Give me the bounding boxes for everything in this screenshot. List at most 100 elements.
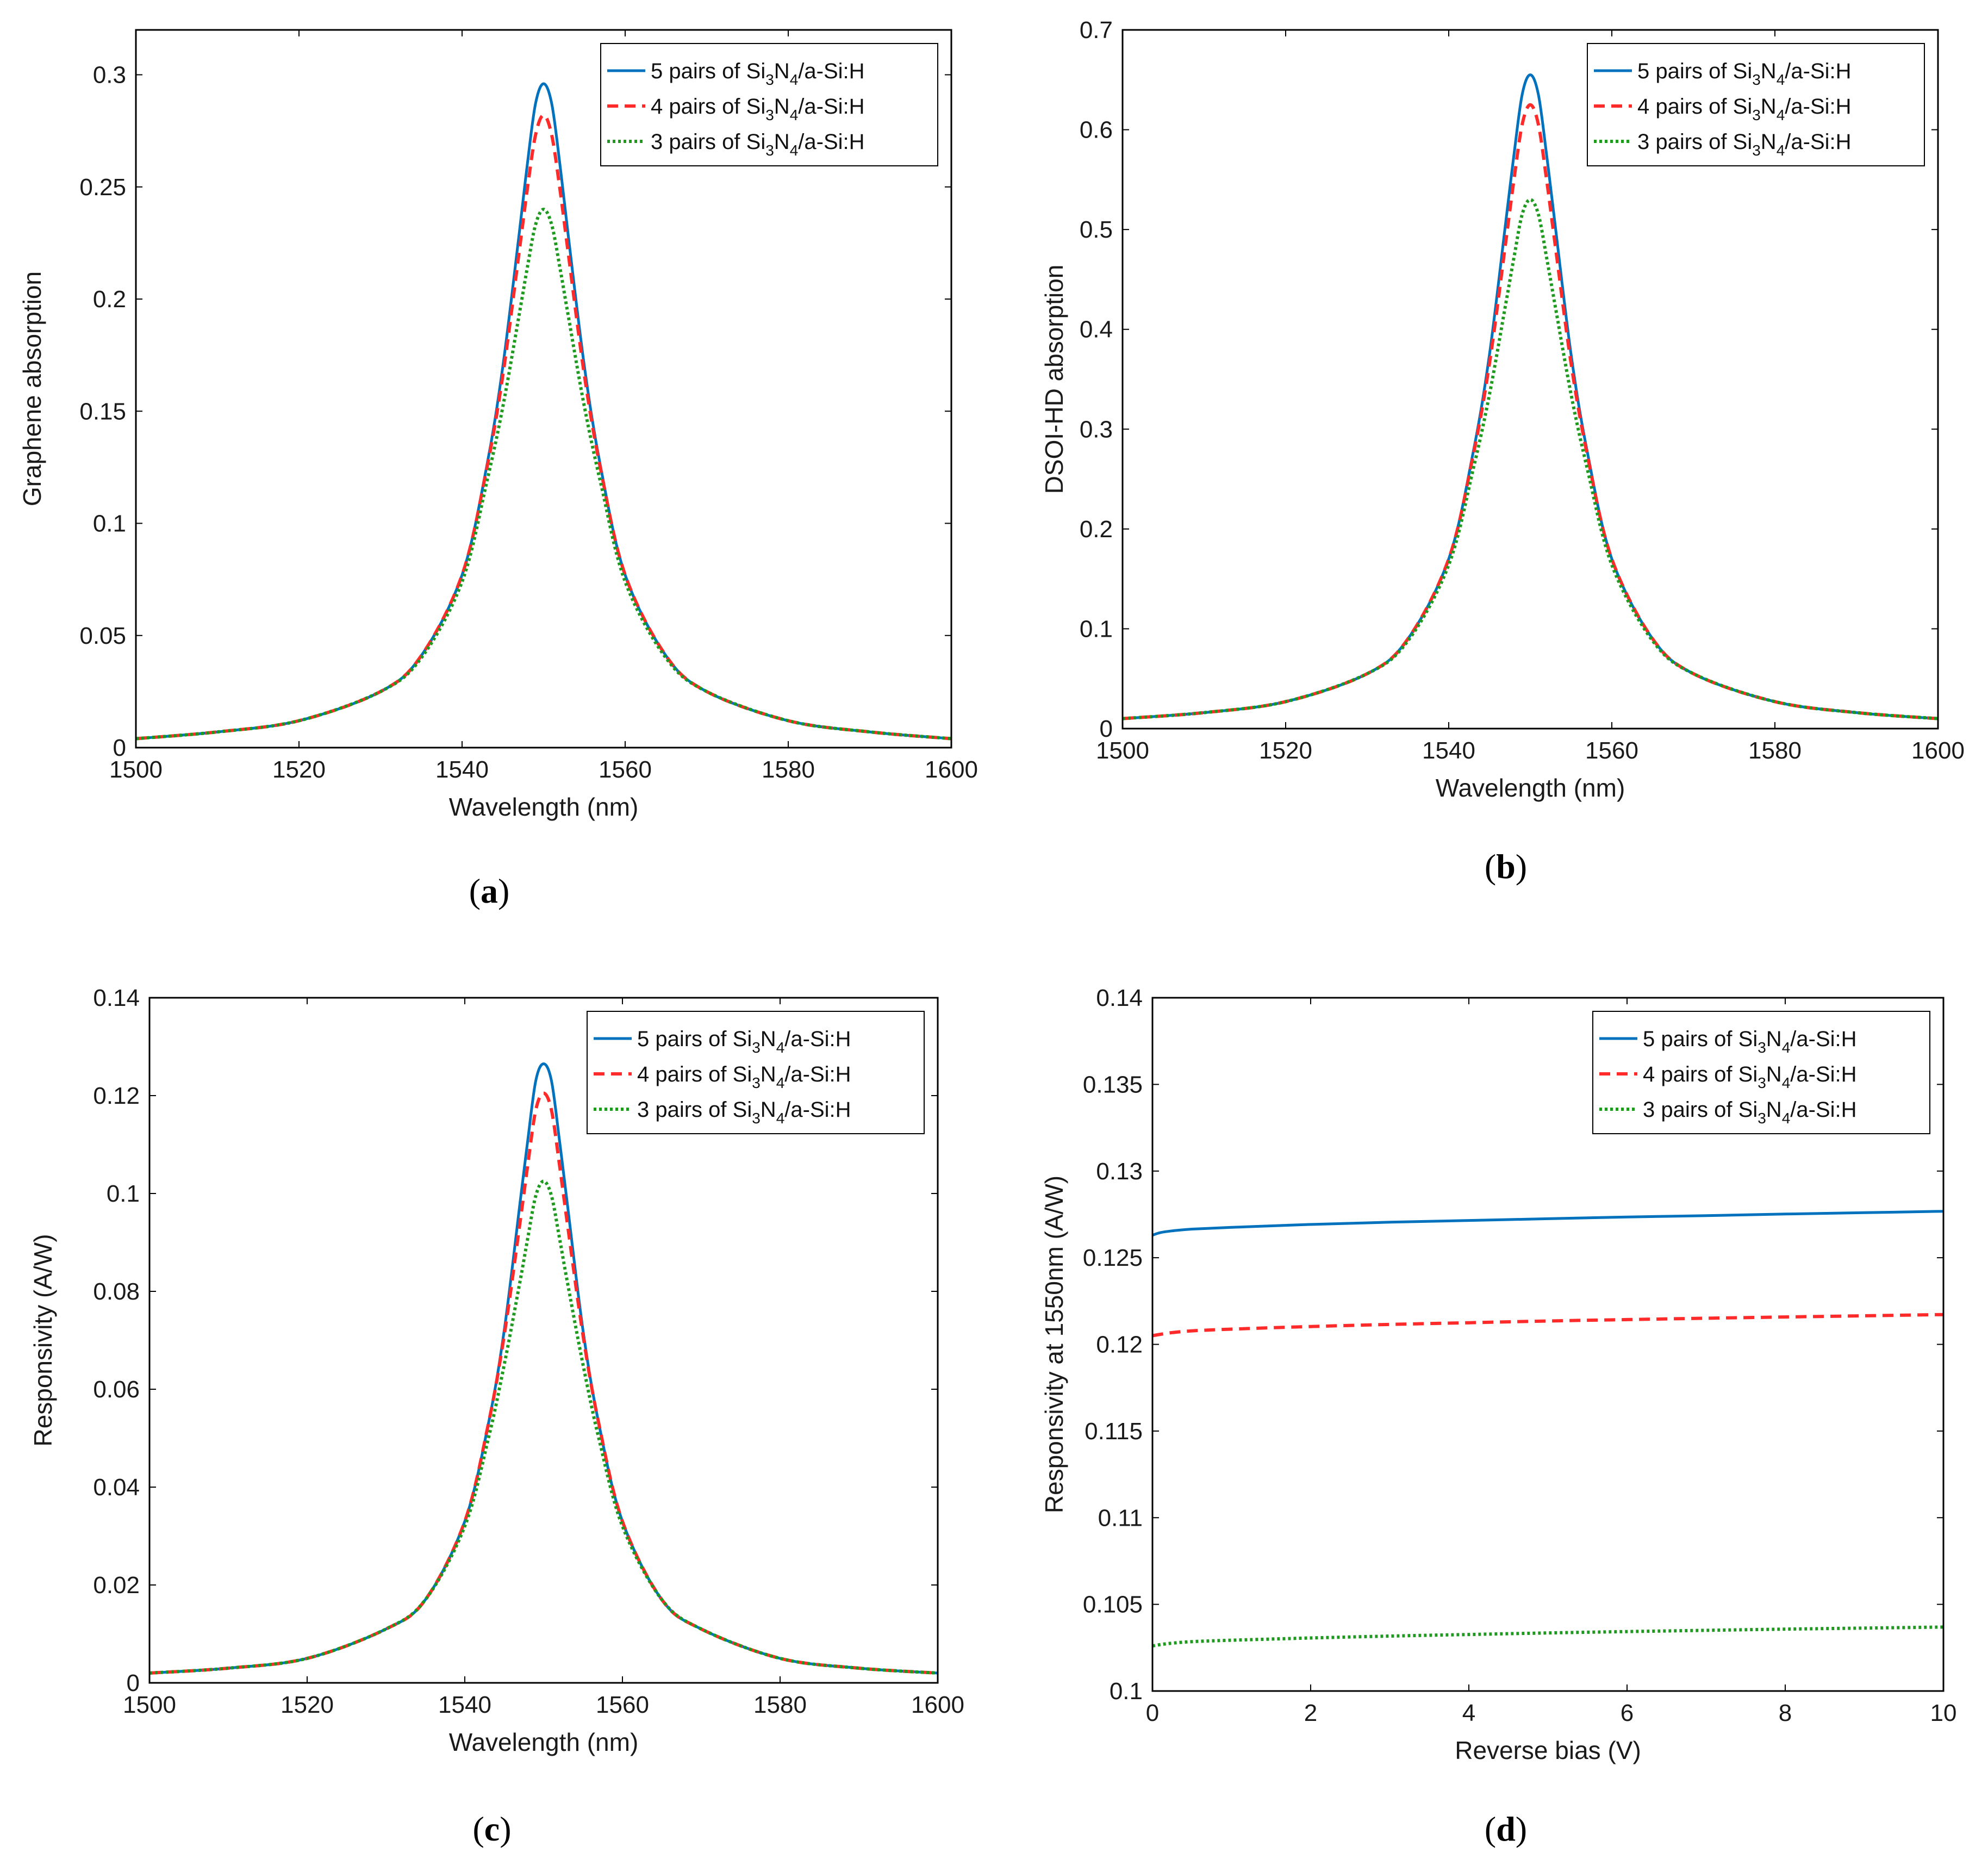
chart-panel-b: 1500 1520 1540 1560 1580 1600 0 0.1 0.2 0.3 0.4 0.5…	[1040, 17, 1965, 886]
x-tick-label: 1560	[599, 756, 652, 783]
x-tick-label: 1540	[435, 756, 489, 783]
y-tick-label: 0.14	[1096, 985, 1143, 1011]
axes-frame	[148, 997, 939, 1684]
x-tick-label: 1500	[109, 756, 163, 783]
x-tick-label: 1520	[272, 756, 326, 783]
y-axis-label: DSOI-HD absorption	[1040, 265, 1068, 494]
series-line-5-pairs	[149, 1062, 938, 1675]
legend-box	[600, 43, 938, 166]
y-tick-label: 0.1	[107, 1180, 140, 1207]
y-tick-label: 0.25	[79, 174, 126, 201]
series-line-4-pairs	[135, 113, 952, 741]
series-line-5-pairs	[135, 82, 952, 740]
series-line-3-pairs	[1122, 198, 1939, 720]
legend-entry: 4 pairs of Si3N4/a-Si:H	[1637, 95, 1852, 123]
y-tick-label: 0.1	[93, 511, 126, 537]
axes-frame	[1151, 997, 1945, 1692]
y-tick-label: 0.04	[93, 1474, 140, 1501]
x-axis-label: Wavelength (nm)	[449, 793, 639, 821]
x-tick-label: 4	[1462, 1700, 1475, 1726]
y-tick-label: 0.12	[1096, 1332, 1143, 1358]
axes-frame	[1121, 29, 1939, 730]
x-tick-label: 1540	[438, 1692, 491, 1718]
x-tick-label: 2	[1304, 1700, 1317, 1726]
x-tick-label: 1520	[1259, 737, 1312, 764]
x-axis-label: Wavelength (nm)	[1436, 774, 1625, 802]
y-tick-label: 0.7	[1080, 17, 1113, 43]
x-axis-label: Reverse bias (V)	[1455, 1736, 1641, 1764]
legend-entry: 5 pairs of Si3N4/a-Si:H	[637, 1027, 851, 1056]
y-tick-label: 0	[127, 1670, 140, 1696]
legend-box	[587, 1011, 925, 1134]
series-line-5-pairs	[1152, 1210, 1944, 1237]
x-tick-label: 1600	[1911, 737, 1965, 764]
legend-entry: 3 pairs of Si3N4/a-Si:H	[1637, 130, 1852, 159]
x-tick-label: 8	[1779, 1700, 1792, 1726]
panel-caption: (a)	[469, 872, 510, 910]
legend-box	[1592, 1011, 1930, 1134]
x-axis-label: Wavelength (nm)	[449, 1728, 639, 1756]
x-tick-label: 10	[1930, 1700, 1957, 1726]
axes-frame	[135, 29, 952, 749]
y-tick-label: 0.105	[1083, 1592, 1143, 1618]
panel-caption: (b)	[1485, 847, 1527, 886]
y-tick-label: 0.4	[1080, 316, 1113, 343]
series-line-5-pairs	[1122, 73, 1939, 720]
x-tick-label: 0	[1146, 1700, 1159, 1726]
x-tick-label: 6	[1621, 1700, 1634, 1726]
y-tick-label: 0.14	[93, 985, 140, 1011]
series-line-3-pairs	[135, 207, 952, 741]
y-tick-label: 0.1	[1110, 1678, 1143, 1705]
series-line-3-pairs	[149, 1179, 938, 1675]
x-tick-label: 1540	[1422, 737, 1475, 764]
x-tick-label: 1500	[1096, 737, 1149, 764]
y-tick-label: 0.08	[93, 1278, 140, 1305]
y-tick-label: 0.125	[1083, 1245, 1143, 1271]
y-tick-label: 0.6	[1080, 117, 1113, 144]
y-tick-label: 0.13	[1096, 1158, 1143, 1185]
y-tick-label: 0.06	[93, 1376, 140, 1403]
legend-entry: 5 pairs of Si3N4/a-Si:H	[1643, 1027, 1857, 1056]
x-tick-label: 1500	[123, 1692, 176, 1718]
legend-entry: 4 pairs of Si3N4/a-Si:H	[651, 95, 865, 123]
y-tick-label: 0.05	[79, 623, 126, 649]
y-tick-label: 0	[113, 735, 126, 761]
legend-entry: 3 pairs of Si3N4/a-Si:H	[651, 130, 865, 159]
panel-caption: (c)	[472, 1810, 511, 1848]
legend-entry: 5 pairs of Si3N4/a-Si:H	[1637, 59, 1852, 88]
y-tick-label: 0.5	[1080, 216, 1113, 243]
x-tick-label: 1600	[925, 756, 978, 783]
series-line-3-pairs	[1152, 1625, 1944, 1648]
x-tick-label: 1560	[596, 1692, 649, 1718]
panel-caption: (d)	[1485, 1810, 1527, 1848]
y-tick-label: 0.2	[93, 286, 126, 313]
y-tick-label: 0.135	[1083, 1071, 1143, 1098]
y-tick-label: 0.3	[1080, 416, 1113, 443]
y-axis-label: Responsivity at 1550nm (A/W)	[1040, 1176, 1068, 1513]
y-axis-label: Graphene absorption	[18, 271, 46, 506]
y-tick-label: 0.02	[93, 1572, 140, 1599]
y-tick-label: 0.11	[1098, 1505, 1143, 1531]
chart-panel-d: 0 2 4 6 8 10 0.1 0.105 0.11 0.115 0.12 0.125 0.13 0.1…	[1040, 985, 1956, 1848]
series-line-4-pairs	[1122, 103, 1939, 720]
y-tick-label: 0.15	[79, 398, 126, 425]
x-tick-label: 1600	[911, 1692, 964, 1718]
x-tick-label: 1520	[281, 1692, 334, 1718]
y-tick-label: 0.3	[93, 62, 126, 89]
series-line-4-pairs	[149, 1091, 938, 1675]
legend-box	[1587, 43, 1925, 166]
chart-panel-c: 1500 1520 1540 1560 1580 1600 0 0.02 0.04 0.06 0.0…	[29, 985, 964, 1848]
x-tick-label: 1580	[753, 1692, 807, 1718]
legend-entry: 3 pairs of Si3N4/a-Si:H	[637, 1098, 851, 1127]
x-tick-label: 1580	[762, 756, 815, 783]
y-tick-label: 0	[1100, 716, 1113, 742]
y-tick-label: 0.115	[1085, 1418, 1143, 1445]
x-tick-label: 1560	[1585, 737, 1638, 764]
x-tick-label: 1580	[1748, 737, 1802, 764]
legend-entry: 5 pairs of Si3N4/a-Si:H	[651, 59, 865, 88]
y-tick-label: 0.1	[1080, 616, 1113, 642]
legend-entry: 3 pairs of Si3N4/a-Si:H	[1643, 1098, 1857, 1127]
legend-entry: 4 pairs of Si3N4/a-Si:H	[1643, 1062, 1857, 1091]
series-line-4-pairs	[1152, 1313, 1944, 1338]
